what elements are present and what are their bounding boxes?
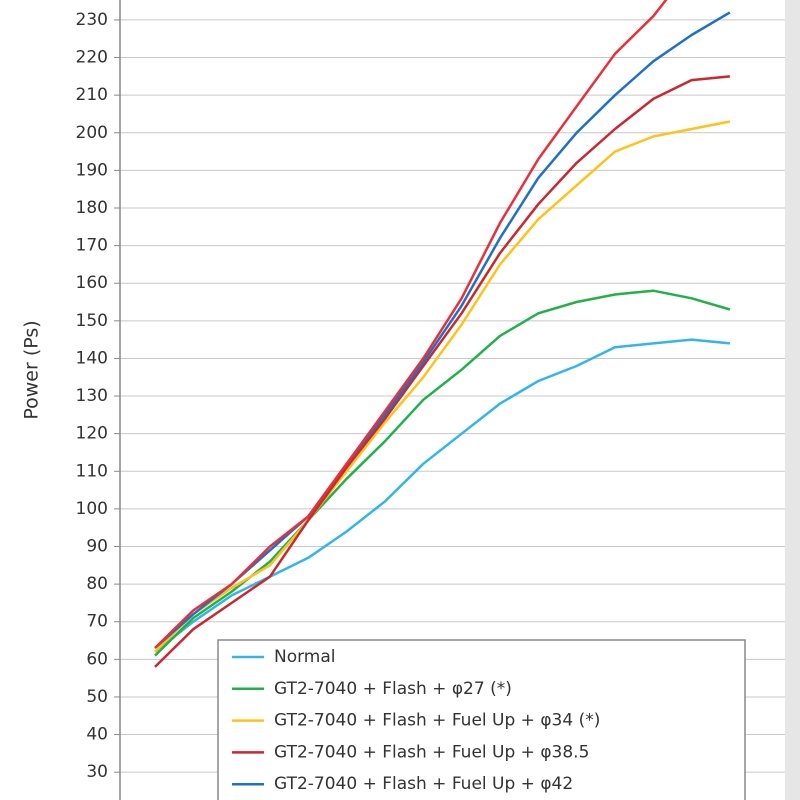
series-line xyxy=(154,120,731,653)
y-tick-label: 110 xyxy=(76,461,108,481)
series-line xyxy=(154,338,731,653)
series-line xyxy=(154,11,731,649)
y-tick-label: 180 xyxy=(76,198,108,218)
legend xyxy=(217,639,746,800)
y-tick-label: 230 xyxy=(76,10,108,30)
y-tick-label: 200 xyxy=(76,123,108,143)
y-tick-label: 210 xyxy=(76,85,108,105)
y-tick-label: 40 xyxy=(86,725,108,745)
y-tick-label: 160 xyxy=(76,273,108,293)
y-tick-label: 30 xyxy=(86,762,108,782)
y-tick-label: 60 xyxy=(86,649,108,669)
outer-border xyxy=(785,0,800,800)
y-tick-label: 90 xyxy=(86,536,108,556)
y-tick-label: 80 xyxy=(86,574,108,594)
legend-label: GT2-7040 + Flash + Fuel Up + φ42 xyxy=(274,774,573,794)
legend-label: Normal xyxy=(274,647,336,667)
y-tick-label: 140 xyxy=(76,348,108,368)
y-tick-label: 120 xyxy=(76,424,108,444)
y-tick-label: 50 xyxy=(86,687,108,707)
series-line xyxy=(154,75,731,668)
y-tick-label: 70 xyxy=(86,612,108,632)
y-tick-label: 130 xyxy=(76,386,108,406)
y-axis-title: Power (Ps) xyxy=(21,320,43,419)
legend-label: GT2-7040 + Flash + Fuel Up + φ34 (*) xyxy=(274,711,600,731)
y-tick-label: 100 xyxy=(76,499,108,519)
y-tick-label: 170 xyxy=(76,236,108,256)
legend-label: GT2-7040 + Flash + Fuel Up + φ38.5 xyxy=(274,742,589,762)
series-line xyxy=(154,0,668,649)
y-tick-label: 220 xyxy=(76,48,108,68)
legend-label: GT2-7040 + Flash + φ27 (*) xyxy=(274,679,512,699)
y-tick-label: 150 xyxy=(76,311,108,331)
y-tick-label: 190 xyxy=(76,160,108,180)
